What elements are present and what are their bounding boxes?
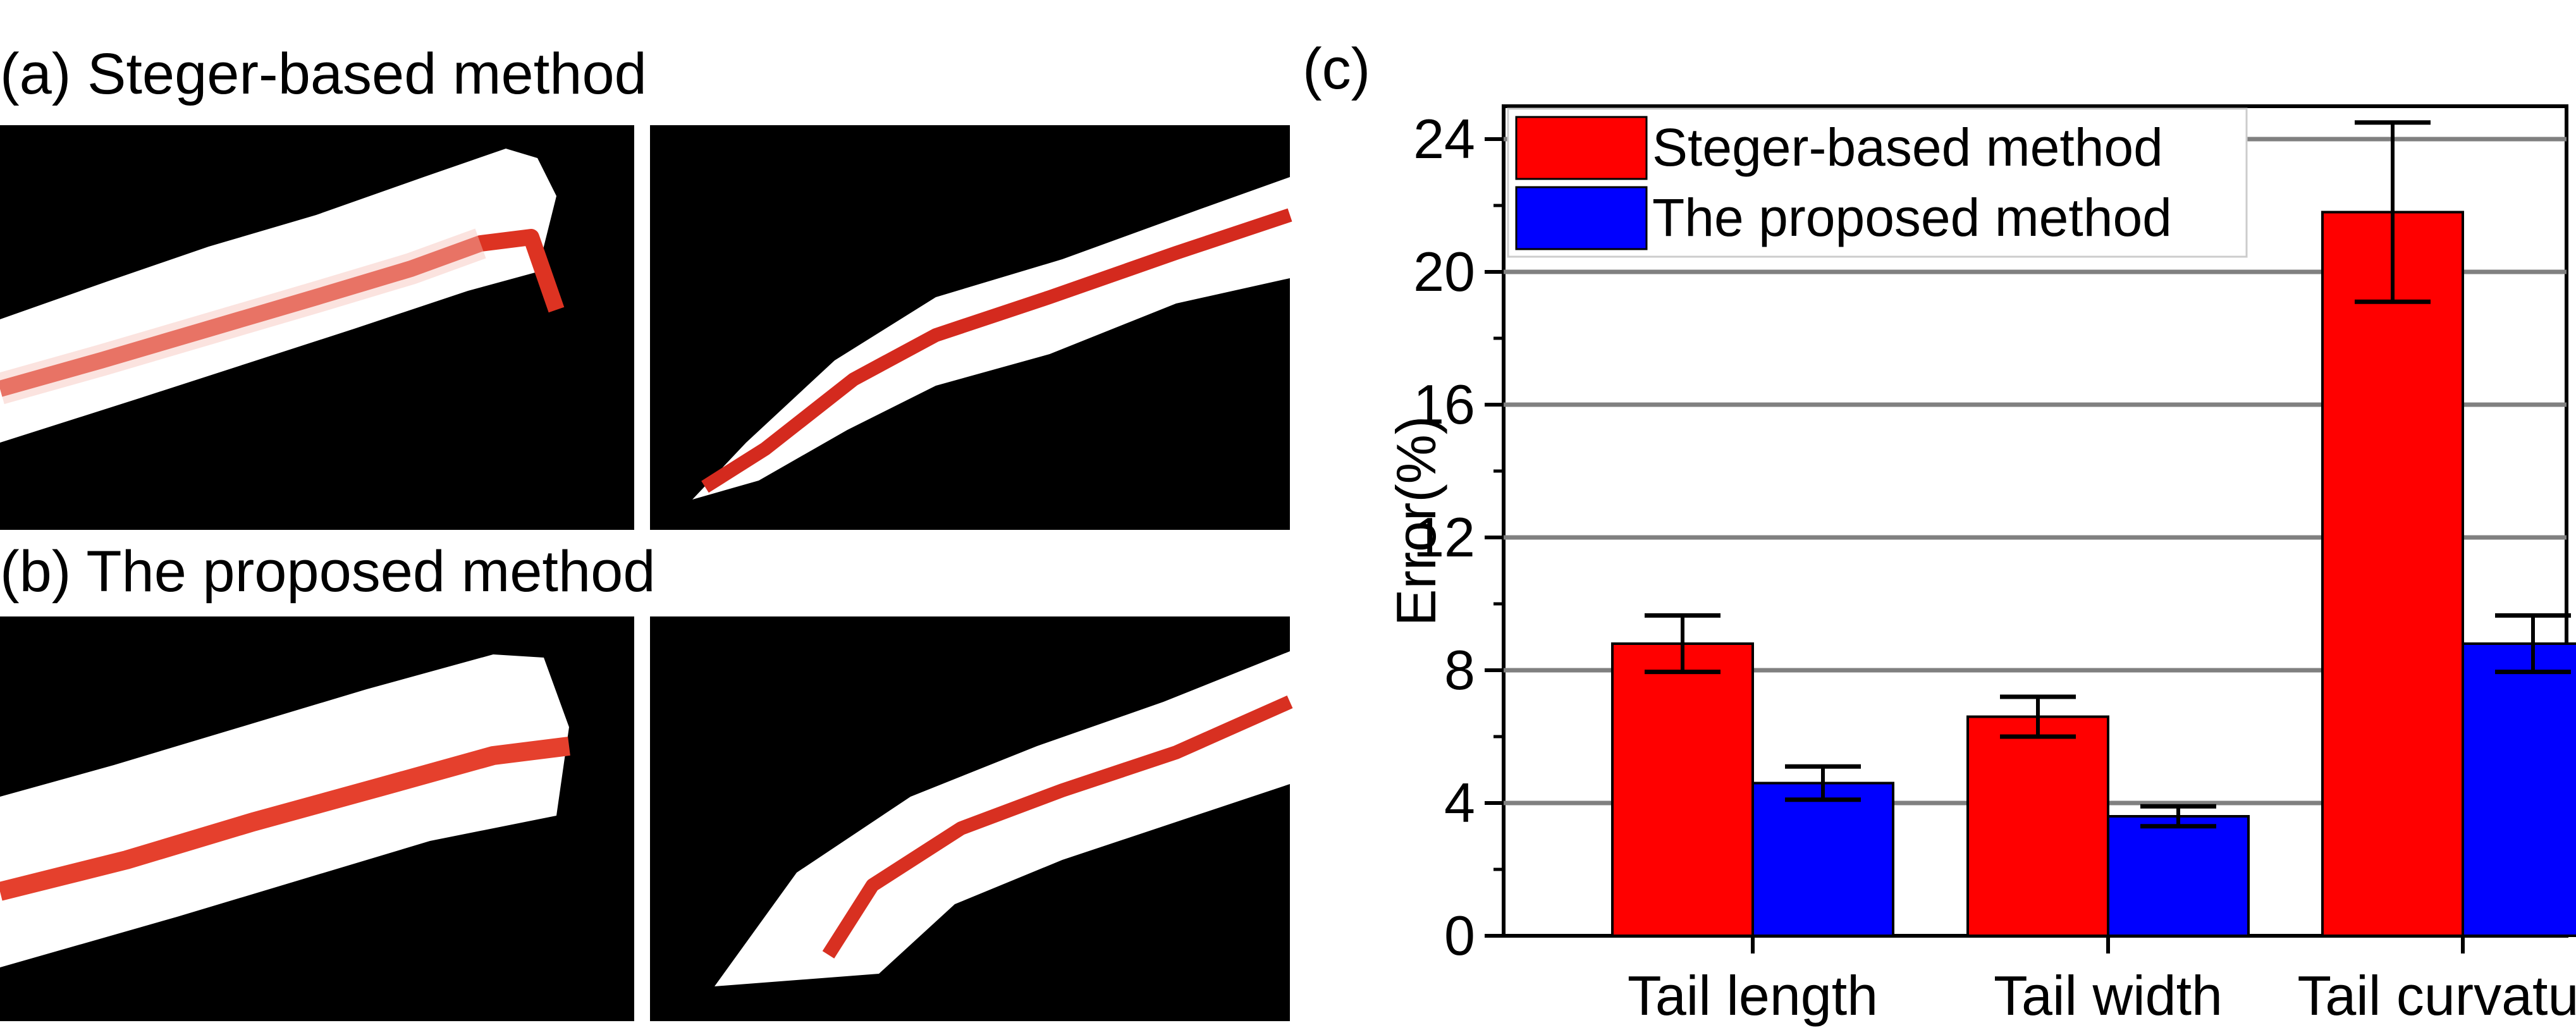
- image-b-right: [650, 616, 1293, 1021]
- bar-chart: 0 4 8 12 16 20 24 Tail length Tail width Tail cu…: [1385, 104, 2576, 1027]
- y-axis: 0 4 8 12 16 20 24: [1413, 107, 1504, 967]
- panel-b-label: (b) The proposed method: [0, 539, 655, 604]
- bar-0-2: [2321, 211, 2464, 937]
- bar-1-0: [1751, 782, 1894, 937]
- image-a-left: [0, 125, 634, 530]
- legend: Steger-based method The proposed method: [1507, 107, 2248, 258]
- x-tick-label: Tail length: [1628, 964, 1878, 1027]
- legend-label-steger: Steger-based method: [1652, 118, 2163, 177]
- y-tick-label: 8: [1444, 639, 1475, 701]
- image-a-right: [650, 125, 1292, 530]
- bar-0-0: [1611, 642, 1754, 937]
- legend-label-proposed: The proposed method: [1652, 188, 2172, 247]
- y-axis-label: Error(%): [1385, 416, 1447, 626]
- bars: [1611, 211, 2576, 937]
- x-axis: Tail length Tail width Tail curvature: [1628, 936, 2576, 1027]
- y-tick-label: 4: [1444, 771, 1475, 834]
- bar-1-1: [2107, 815, 2250, 937]
- image-b-left: [0, 616, 634, 1021]
- y-tick-label: 0: [1444, 904, 1475, 967]
- panel-c-label: (c): [1303, 37, 1370, 101]
- legend-swatch-steger: [1515, 116, 1648, 180]
- y-tick-label: 20: [1413, 240, 1475, 303]
- y-tick-label: 24: [1413, 107, 1475, 170]
- y-tick-label: 12: [1413, 506, 1475, 568]
- panel-a-label: (a) Steger-based method: [0, 42, 647, 106]
- x-tick-label: Tail width: [1994, 964, 2223, 1027]
- y-tick-label: 16: [1413, 373, 1475, 436]
- legend-swatch-proposed: [1515, 186, 1648, 250]
- bar-1-2: [2462, 642, 2576, 937]
- error-bars: [1645, 120, 2571, 829]
- bar-0-1: [1966, 715, 2109, 937]
- x-tick-label: Tail curvature: [2297, 964, 2576, 1027]
